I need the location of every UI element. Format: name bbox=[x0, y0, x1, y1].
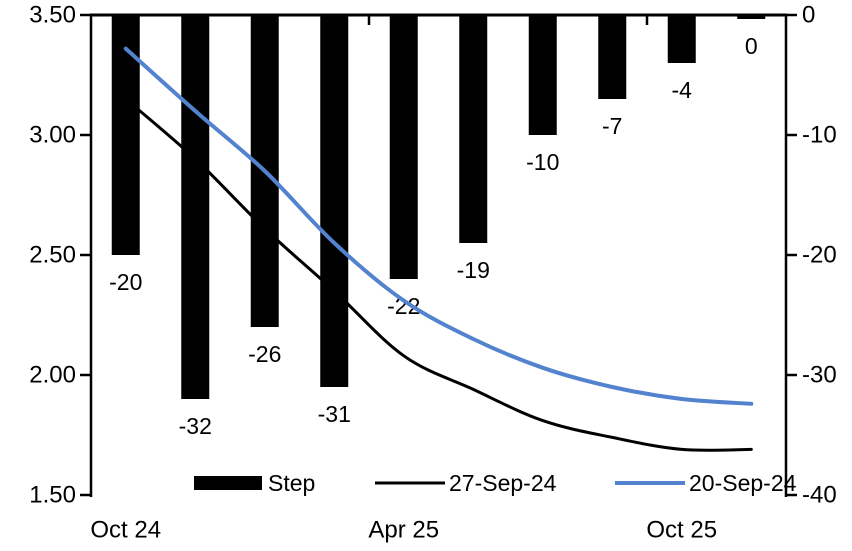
step-bar bbox=[320, 15, 349, 387]
left-axis-tick-label: 1.50 bbox=[29, 482, 76, 509]
step-bar bbox=[181, 15, 210, 399]
x-axis-label: Oct 25 bbox=[646, 517, 717, 544]
legend-label: 20-Sep-24 bbox=[689, 470, 797, 496]
series-line-27-sep-24 bbox=[124, 97, 753, 452]
step-bar bbox=[459, 15, 488, 243]
right-axis-tick-label: -10 bbox=[802, 122, 837, 149]
series-line-20-sep-24 bbox=[123, 46, 754, 406]
legend-swatch-bar bbox=[194, 476, 262, 490]
step-bar bbox=[598, 15, 627, 99]
step-bar-value-label: -26 bbox=[248, 341, 281, 367]
legend-label: Step bbox=[268, 470, 315, 496]
step-bar-value-label: -7 bbox=[602, 113, 622, 139]
step-bar bbox=[528, 15, 557, 135]
step-bar-value-label: -32 bbox=[179, 413, 212, 439]
right-axis-tick-label: -30 bbox=[802, 362, 837, 389]
x-axis-label: Apr 25 bbox=[368, 517, 439, 544]
x-axis-label: Oct 24 bbox=[90, 517, 161, 544]
right-axis-tick-label: -40 bbox=[802, 482, 837, 509]
step-bar bbox=[389, 15, 418, 279]
right-axis-tick-label: -20 bbox=[802, 242, 837, 269]
left-axis-tick-label: 3.00 bbox=[29, 122, 76, 149]
step-bar bbox=[737, 15, 766, 19]
step-bar-value-label: 0 bbox=[745, 33, 758, 59]
right-axis-tick-label: 0 bbox=[802, 2, 815, 29]
step-bar-value-label: -4 bbox=[672, 77, 693, 103]
step-bar-value-label: -10 bbox=[526, 149, 559, 175]
legend-label: 27-Sep-24 bbox=[449, 470, 557, 496]
left-axis-tick-label: 2.50 bbox=[29, 242, 76, 269]
step-bar-value-label: -20 bbox=[109, 269, 142, 295]
left-axis-tick-label: 2.00 bbox=[29, 362, 76, 389]
left-axis-tick-label: 3.50 bbox=[29, 2, 76, 29]
step-bar-value-label: -31 bbox=[318, 401, 351, 427]
step-bar bbox=[667, 15, 696, 63]
step-bar-value-label: -19 bbox=[457, 257, 490, 283]
